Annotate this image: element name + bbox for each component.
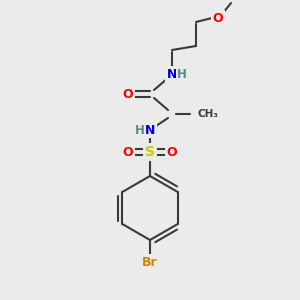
Text: Br: Br bbox=[142, 256, 158, 268]
Text: S: S bbox=[145, 145, 155, 159]
Text: N: N bbox=[167, 68, 177, 80]
Text: O: O bbox=[213, 11, 223, 25]
Text: H: H bbox=[177, 68, 187, 80]
Text: O: O bbox=[123, 146, 133, 158]
Text: H: H bbox=[135, 124, 145, 136]
Text: CH₃: CH₃ bbox=[238, 0, 259, 1]
Text: CH₃: CH₃ bbox=[198, 109, 219, 119]
Text: N: N bbox=[145, 124, 155, 136]
Text: O: O bbox=[123, 88, 133, 100]
Text: O: O bbox=[167, 146, 177, 158]
